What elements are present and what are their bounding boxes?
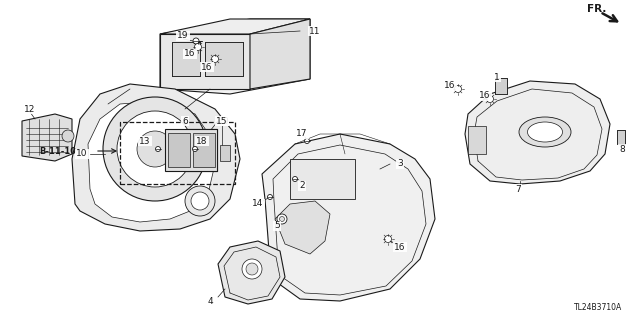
Circle shape bbox=[292, 176, 298, 182]
Bar bbox=[193, 133, 215, 167]
Circle shape bbox=[137, 131, 173, 167]
Polygon shape bbox=[275, 201, 330, 254]
Bar bbox=[165, 129, 217, 171]
Text: 15: 15 bbox=[216, 116, 228, 125]
Text: 6: 6 bbox=[182, 116, 188, 125]
Text: 8: 8 bbox=[619, 145, 625, 153]
Circle shape bbox=[191, 192, 209, 210]
Polygon shape bbox=[218, 241, 285, 304]
Text: 14: 14 bbox=[252, 199, 264, 209]
Circle shape bbox=[103, 97, 207, 201]
Text: 4: 4 bbox=[207, 296, 213, 306]
Bar bbox=[220, 145, 230, 161]
Circle shape bbox=[117, 111, 193, 187]
Text: 7: 7 bbox=[515, 184, 521, 194]
Polygon shape bbox=[160, 19, 310, 34]
Circle shape bbox=[193, 146, 198, 152]
Bar bbox=[120, 122, 235, 184]
Text: 11: 11 bbox=[309, 26, 321, 35]
Text: 9: 9 bbox=[222, 116, 228, 125]
Bar bbox=[290, 159, 355, 199]
Circle shape bbox=[486, 95, 493, 102]
Circle shape bbox=[62, 130, 74, 142]
Circle shape bbox=[305, 138, 310, 144]
Polygon shape bbox=[22, 114, 72, 161]
Text: FR.: FR. bbox=[588, 4, 607, 14]
Polygon shape bbox=[88, 101, 215, 222]
Circle shape bbox=[156, 146, 161, 152]
Text: 19: 19 bbox=[177, 32, 189, 41]
Circle shape bbox=[195, 43, 202, 50]
Circle shape bbox=[385, 235, 392, 242]
Ellipse shape bbox=[527, 122, 563, 142]
Text: 16: 16 bbox=[479, 92, 491, 100]
Circle shape bbox=[242, 259, 262, 279]
Circle shape bbox=[185, 186, 215, 216]
Bar bbox=[172, 42, 200, 76]
Circle shape bbox=[277, 214, 287, 224]
Polygon shape bbox=[262, 134, 435, 301]
Polygon shape bbox=[160, 19, 310, 94]
Text: 16: 16 bbox=[444, 81, 456, 91]
Text: 1: 1 bbox=[494, 72, 500, 81]
Text: B-11-10: B-11-10 bbox=[40, 146, 77, 155]
Circle shape bbox=[268, 195, 273, 199]
Text: 13: 13 bbox=[140, 137, 151, 145]
Circle shape bbox=[246, 263, 258, 275]
Bar bbox=[168, 133, 190, 167]
Text: 16: 16 bbox=[394, 242, 406, 251]
Bar bbox=[617, 130, 625, 144]
Circle shape bbox=[454, 85, 461, 93]
Polygon shape bbox=[160, 34, 250, 89]
Text: 10: 10 bbox=[76, 150, 88, 159]
Text: 16: 16 bbox=[184, 49, 196, 58]
Bar bbox=[468, 126, 486, 154]
Circle shape bbox=[193, 38, 199, 44]
Text: 12: 12 bbox=[24, 105, 36, 114]
Text: 2: 2 bbox=[299, 182, 305, 190]
Circle shape bbox=[211, 56, 218, 63]
Text: 3: 3 bbox=[397, 160, 403, 168]
Polygon shape bbox=[72, 84, 240, 231]
Text: 16: 16 bbox=[201, 63, 212, 71]
Bar bbox=[495, 78, 507, 94]
Text: 18: 18 bbox=[196, 137, 208, 145]
Text: TL24B3710A: TL24B3710A bbox=[574, 302, 622, 311]
Polygon shape bbox=[250, 19, 310, 89]
Bar bbox=[205, 42, 243, 76]
Polygon shape bbox=[465, 81, 610, 184]
Ellipse shape bbox=[519, 117, 571, 147]
Text: 5: 5 bbox=[274, 221, 280, 231]
Circle shape bbox=[280, 217, 285, 221]
Text: 17: 17 bbox=[296, 130, 308, 138]
